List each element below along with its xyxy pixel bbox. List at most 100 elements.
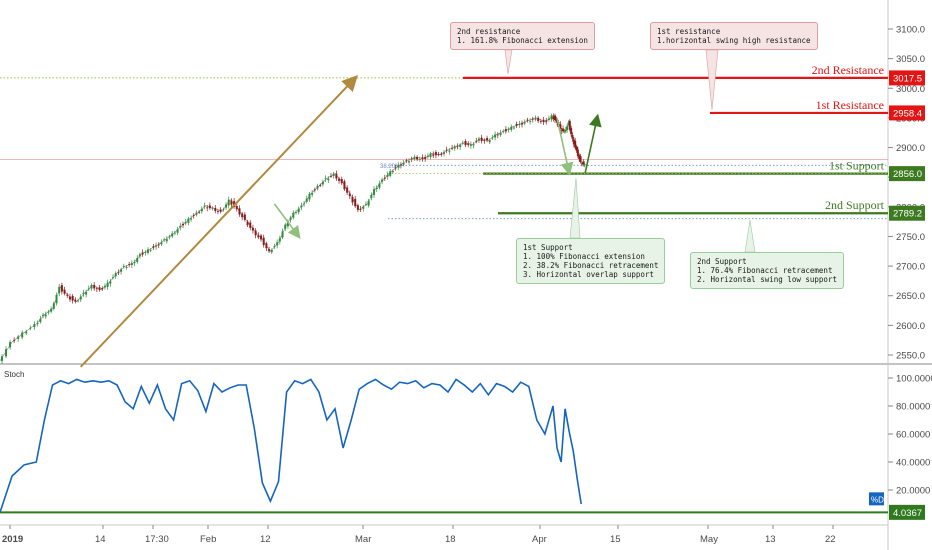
candle-body (77, 300, 80, 302)
candle-body (246, 221, 249, 226)
candle-body (456, 146, 459, 148)
candle-body (163, 239, 166, 241)
callout-1st-support[interactable]: 1st Support 1. 100% Fibonacci extension … (516, 238, 666, 284)
candle-body (475, 140, 478, 142)
time-tick-label: Mar (355, 534, 371, 545)
price-tick-label: 2900.0 (896, 143, 925, 154)
candle-body (311, 192, 314, 195)
candle-body (79, 296, 82, 300)
candle-body (103, 285, 106, 288)
time-tick-label: 13 (765, 534, 776, 545)
level-label: 1st Resistance (816, 98, 884, 112)
stoch-tick-label: 40.0000 (896, 458, 930, 469)
candle-body (243, 214, 246, 220)
candle-body (155, 245, 158, 247)
candle-body (101, 288, 104, 290)
candle-body (141, 252, 144, 255)
time-axis: 2019 14 17:30 Feb 12 Mar 18 Apr 15 May 13 22 (2, 525, 836, 545)
price-tick-label: 2750.0 (896, 232, 925, 243)
candle-body (165, 239, 168, 242)
candle-body (87, 288, 90, 290)
candle-body (305, 198, 308, 202)
callout-2nd-support[interactable]: 2nd Support 1. 76.4% Fibonacci retraceme… (690, 252, 844, 289)
candle-body (190, 218, 193, 220)
candle-body (570, 127, 573, 135)
candle-body (399, 164, 402, 166)
candle-body (583, 164, 586, 165)
candle-body (300, 205, 303, 208)
candle-body (329, 175, 332, 177)
candle-body (534, 117, 537, 120)
candle-body (303, 203, 306, 205)
candle-body (531, 118, 534, 120)
candle-body (443, 152, 445, 154)
candle-body (200, 208, 203, 212)
candle-body (114, 273, 117, 277)
candle-body (391, 171, 394, 173)
candle-body (378, 183, 381, 188)
candle-body (273, 246, 276, 248)
candle-body (408, 161, 411, 163)
candle-body (547, 118, 550, 120)
candle-body (214, 208, 217, 211)
stoch-tick-label: 60.0000 (896, 430, 930, 441)
level-label: 1st Support (829, 159, 885, 173)
candle-body (39, 318, 42, 322)
candle-body (60, 285, 63, 292)
callout-2nd-resistance[interactable]: 2nd resistance 1. 161.8% Fibonacci exten… (450, 22, 595, 50)
candle-body (152, 246, 155, 248)
candle-body (537, 117, 540, 122)
stoch-legend-tag-text: %D (871, 495, 884, 504)
candle-body (195, 212, 198, 215)
candle-body (566, 126, 569, 130)
candle-body (370, 194, 373, 199)
price-tick-label: 3050.0 (896, 54, 925, 65)
candle-body (171, 233, 174, 237)
level-price-tag-text: 3017.5 (893, 73, 922, 84)
candle-body (316, 186, 319, 189)
candle-body (136, 258, 139, 262)
candle-body (515, 124, 518, 126)
price-tick-label: 2600.0 (896, 321, 925, 332)
candle-body (445, 149, 448, 151)
candle-body (276, 242, 279, 246)
candle-body (486, 138, 489, 141)
candle-body (144, 251, 147, 253)
price-tick-label: 2550.0 (896, 351, 925, 362)
arrows-layer (80, 49, 756, 368)
callout-pointer (705, 49, 719, 111)
trend-arrow (556, 117, 574, 176)
candle-body (260, 235, 263, 240)
candle-body (467, 143, 470, 145)
callout-1st-resistance[interactable]: 1st resistance 1.horizontal swing high r… (650, 22, 818, 50)
candle-body (576, 149, 579, 157)
stoch-level-tag-text: 4.0367 (893, 508, 922, 519)
candle-body (98, 287, 101, 290)
candle-body (157, 244, 160, 246)
candle-body (555, 119, 558, 121)
candle-body (262, 237, 265, 246)
level-price-tag (889, 105, 925, 121)
callout-pointer (504, 49, 513, 75)
candle-body (5, 349, 8, 357)
candle-body (93, 285, 96, 289)
candle-body (324, 178, 327, 180)
candle-body (106, 282, 109, 287)
candle-body (563, 130, 566, 132)
candle-body (235, 206, 238, 210)
candle-body (526, 119, 529, 121)
candle-body (432, 154, 435, 156)
candle-body (394, 167, 397, 169)
candle-body (488, 140, 491, 143)
candle-body (238, 208, 241, 215)
candle-body (389, 171, 392, 176)
time-tick-label: Feb (200, 534, 216, 545)
stoch-axis: 100.0000 80.0000 60.0000 40.0000 20.0000 (888, 374, 932, 497)
candle-body (480, 137, 483, 142)
candle-body (149, 249, 152, 251)
level-price-tag-text: 2789.2 (893, 209, 922, 220)
candle-body (440, 153, 443, 155)
candle-body (58, 286, 61, 294)
time-tick-label: 14 (95, 534, 106, 545)
candle-body (512, 127, 515, 129)
